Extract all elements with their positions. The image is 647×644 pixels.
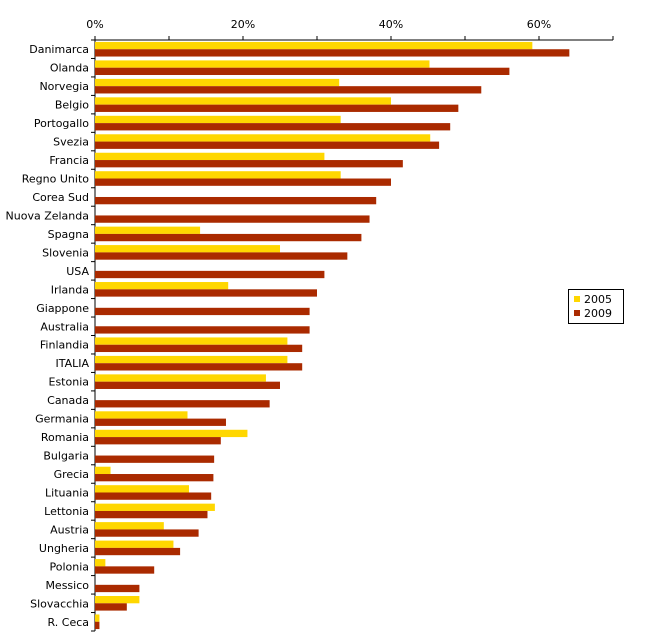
legend-label-2005: 2005 <box>584 293 612 306</box>
bar-2009 <box>95 141 440 149</box>
category-label: Grecia <box>54 468 89 481</box>
bar-2005 <box>95 595 140 604</box>
bar-2005 <box>95 485 189 493</box>
bar-2009 <box>95 492 212 500</box>
legend-swatch-2009 <box>574 310 580 316</box>
category-label: Nuova Zelanda <box>6 209 89 222</box>
bar-2009 <box>95 529 199 537</box>
bar-2005 <box>95 60 430 68</box>
bar-2009 <box>95 289 317 297</box>
bar-2009 <box>95 566 155 574</box>
bar-2005 <box>95 41 533 50</box>
category-label: Regno Unito <box>22 173 89 186</box>
category-label: Lituania <box>45 486 89 499</box>
bar-2009 <box>95 400 270 408</box>
bar-2005 <box>95 97 391 105</box>
bar-2009 <box>95 621 100 630</box>
category-label: Irlanda <box>51 283 89 296</box>
category-label: Slovacchia <box>30 597 89 610</box>
bar-2005 <box>95 78 340 87</box>
category-label: Lettonia <box>44 505 89 518</box>
x-tick-label: 60% <box>527 18 551 31</box>
x-tick-label: 20% <box>231 18 255 31</box>
category-label: Bulgaria <box>43 450 89 463</box>
category-label: Romania <box>41 431 89 444</box>
bar-2005 <box>95 466 111 475</box>
bar-2009 <box>95 326 310 334</box>
category-label: Canada <box>47 394 89 407</box>
bar-2009 <box>95 584 140 593</box>
bar-2009 <box>95 307 310 316</box>
bar-2009 <box>95 474 214 482</box>
bar-2009 <box>95 233 362 242</box>
category-label: Norvegia <box>39 80 89 93</box>
bar-2009 <box>95 252 348 260</box>
category-label: Corea Sud <box>32 191 89 204</box>
category-label: Spagna <box>48 228 89 241</box>
bar-2009 <box>95 603 127 611</box>
bar-2009 <box>95 437 221 445</box>
bar-2005 <box>95 134 431 142</box>
category-label: Messico <box>45 579 89 592</box>
category-label: Ungheria <box>39 542 89 555</box>
bar-2005 <box>95 245 280 253</box>
bar-2005 <box>95 429 248 438</box>
category-label: Portogallo <box>34 117 89 130</box>
category-label: Svezia <box>53 136 89 149</box>
bar-2005 <box>95 282 229 290</box>
category-label: USA <box>66 265 89 278</box>
bar-2005 <box>95 171 341 179</box>
bar-2009 <box>95 510 208 519</box>
bar-2009 <box>95 49 570 57</box>
bar-2009 <box>95 418 226 426</box>
bar-2005 <box>95 522 164 530</box>
bar-2009 <box>95 547 181 556</box>
category-label: Estonia <box>49 376 90 389</box>
bar-2009 <box>95 67 510 76</box>
x-tick-label: 40% <box>379 18 403 31</box>
bar-2009 <box>95 160 403 168</box>
category-label: Giappone <box>36 302 89 315</box>
bar-2005 <box>95 503 215 511</box>
bar-2009 <box>95 344 303 353</box>
legend: 2005 2009 <box>568 289 624 324</box>
bar-2009 <box>95 455 215 463</box>
category-label: Francia <box>49 154 89 167</box>
category-label: Austria <box>50 523 89 536</box>
bar-2009 <box>95 178 391 186</box>
legend-swatch-2005 <box>574 296 580 302</box>
bar-2005 <box>95 226 201 234</box>
category-label: Danimarca <box>29 43 89 56</box>
bar-2005 <box>95 152 325 161</box>
bar-2009 <box>95 86 482 94</box>
bar-2005 <box>95 374 266 382</box>
bar-2009 <box>95 270 325 279</box>
bar-2005 <box>95 337 288 345</box>
bar-2009 <box>95 363 303 371</box>
category-label: Slovenia <box>42 246 89 259</box>
bar-2005 <box>95 411 188 419</box>
category-label: Polonia <box>49 560 89 573</box>
category-label: Germania <box>35 413 89 426</box>
category-label: Belgio <box>55 99 89 112</box>
legend-label-2009: 2009 <box>584 307 612 320</box>
bar-2005 <box>95 540 174 548</box>
bar-2009 <box>95 104 459 112</box>
bar-2005 <box>95 355 288 364</box>
bar-2009 <box>95 123 451 131</box>
category-label: Olanda <box>50 62 89 75</box>
category-label: R. Ceca <box>48 616 89 629</box>
bar-2005 <box>95 115 341 124</box>
bar-2005 <box>95 559 106 567</box>
category-label: ITALIA <box>55 357 89 370</box>
x-tick-label: 0% <box>86 18 103 31</box>
bar-2009 <box>95 215 370 223</box>
category-label: Finlandia <box>40 339 89 352</box>
category-label: Australia <box>40 320 89 333</box>
bar-2009 <box>95 196 377 205</box>
bar-2009 <box>95 381 280 389</box>
bar-2005 <box>95 614 100 622</box>
